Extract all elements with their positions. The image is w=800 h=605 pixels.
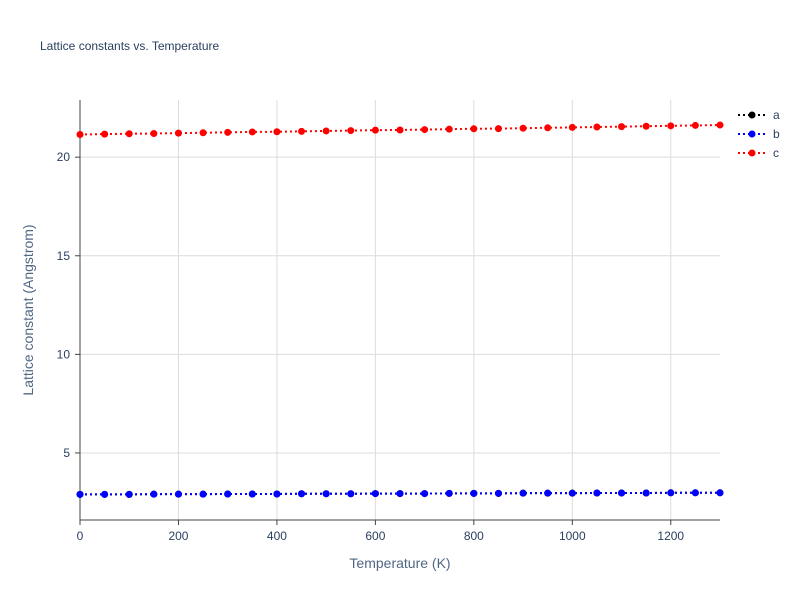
x-tick-label: 1000 xyxy=(559,529,586,543)
data-point-c xyxy=(101,130,109,138)
data-point-b xyxy=(593,489,601,497)
data-point-b xyxy=(125,490,133,498)
data-point-b xyxy=(150,490,158,498)
data-point-b xyxy=(667,489,675,497)
data-point-c xyxy=(224,128,232,136)
data-point-c xyxy=(248,128,256,136)
data-point-b xyxy=(298,490,306,498)
data-point-b xyxy=(568,489,576,497)
y-axis-title: Lattice constant (Angstrom) xyxy=(20,224,36,395)
data-point-c xyxy=(494,125,502,133)
legend-label-b: b xyxy=(773,127,780,141)
series-c xyxy=(76,121,724,139)
data-point-c xyxy=(445,125,453,133)
data-point-c xyxy=(174,129,182,137)
data-point-b xyxy=(224,490,232,498)
y-tick-label: 10 xyxy=(57,347,71,361)
data-point-b xyxy=(421,490,429,498)
grid-layer xyxy=(80,100,720,520)
legend-marker-c xyxy=(748,149,756,157)
data-point-c xyxy=(593,123,601,131)
legend-item-a[interactable]: a xyxy=(738,108,780,122)
x-axis-title: Temperature (K) xyxy=(349,555,450,571)
data-point-b xyxy=(199,490,207,498)
data-point-c xyxy=(618,123,626,131)
data-point-c xyxy=(519,124,527,132)
data-point-c xyxy=(568,123,576,131)
legend-label-c: c xyxy=(773,146,779,160)
x-tick-label: 800 xyxy=(464,529,484,543)
x-tick-label: 200 xyxy=(168,529,188,543)
data-point-b xyxy=(101,490,109,498)
y-tick-label: 5 xyxy=(63,446,70,460)
data-point-c xyxy=(544,124,552,132)
axis-layer: 0 200 400 600 800 1000 1200 5 10 15 20 xyxy=(57,100,720,543)
data-point-b xyxy=(322,490,330,498)
data-point-b xyxy=(396,490,404,498)
series-b xyxy=(76,489,724,498)
data-point-c xyxy=(470,125,478,133)
data-point-c xyxy=(396,126,404,134)
data-point-b xyxy=(494,489,502,497)
data-point-c xyxy=(691,121,699,129)
data-point-c xyxy=(322,127,330,135)
y-tick-label: 15 xyxy=(57,249,71,263)
y-tick-label: 20 xyxy=(57,150,71,164)
data-point-b xyxy=(618,489,626,497)
data-point-b xyxy=(273,490,281,498)
data-point-b xyxy=(544,489,552,497)
data-point-c xyxy=(125,130,133,138)
data-point-c xyxy=(273,128,281,136)
data-point-b xyxy=(519,489,527,497)
legend-item-b[interactable]: b xyxy=(738,127,780,141)
data-point-b xyxy=(470,489,478,497)
data-point-b xyxy=(716,489,724,497)
data-point-c xyxy=(421,126,429,134)
x-tick-label: 600 xyxy=(365,529,385,543)
legend-marker-a xyxy=(748,111,756,119)
data-point-b xyxy=(174,490,182,498)
data-point-b xyxy=(347,490,355,498)
data-point-b xyxy=(248,490,256,498)
legend-item-c[interactable]: c xyxy=(738,146,779,160)
x-tick-label: 1200 xyxy=(657,529,684,543)
legend-label-a: a xyxy=(773,108,780,122)
data-point-b xyxy=(691,489,699,497)
data-point-c xyxy=(347,127,355,135)
data-point-c xyxy=(667,122,675,130)
legend-marker-b xyxy=(748,130,756,138)
legend: abc xyxy=(738,108,780,160)
data-point-b xyxy=(445,489,453,497)
data-point-c xyxy=(199,129,207,137)
chart-title: Lattice constants vs. Temperature xyxy=(40,39,220,53)
data-point-b xyxy=(642,489,650,497)
data-point-c xyxy=(642,122,650,130)
data-point-c xyxy=(716,121,724,129)
data-point-c xyxy=(76,131,84,139)
data-point-c xyxy=(298,127,306,135)
x-tick-label: 0 xyxy=(77,529,84,543)
data-point-b xyxy=(76,490,84,498)
data-point-c xyxy=(150,130,158,138)
series-layer xyxy=(76,121,724,498)
x-tick-label: 400 xyxy=(267,529,287,543)
data-point-c xyxy=(371,126,379,134)
data-point-b xyxy=(371,490,379,498)
